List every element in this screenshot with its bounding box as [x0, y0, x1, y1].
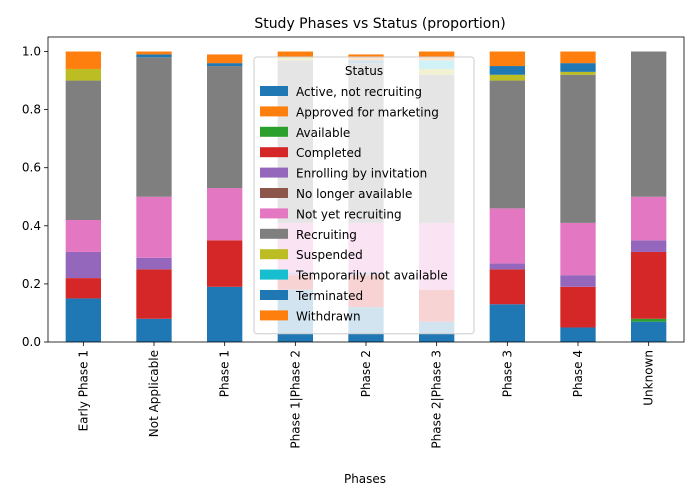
- bar-segment-phase-1-terminated: [207, 63, 243, 67]
- bar-segment-not-applicable-withdrawn: [136, 51, 172, 55]
- bar-segment-phase-3-active-not-recruiting: [489, 304, 525, 342]
- x-tick-label-phase-2-phase-3: Phase 2|Phase 3: [430, 350, 444, 449]
- legend-swatch-enrolling-by-invitation: [260, 167, 288, 178]
- bar-segment-unknown-active-not-recruiting: [631, 321, 667, 342]
- bar-segment-phase-3-enrolling-by-invitation: [489, 263, 525, 270]
- x-tick-label-not-applicable: Not Applicable: [147, 350, 161, 437]
- legend-title: Status: [345, 64, 383, 78]
- legend-label-active-not-recruiting: Active, not recruiting: [296, 85, 422, 99]
- bar-segment-unknown-available: [631, 318, 667, 322]
- legend-swatch-withdrawn: [260, 310, 288, 321]
- legend-swatch-no-longer-available: [260, 188, 288, 198]
- bar-segment-not-applicable-active-not-recruiting: [136, 318, 172, 342]
- bar-segment-unknown-not-yet-recruiting: [631, 196, 667, 241]
- y-tick-label: 1.0: [22, 45, 41, 59]
- bar-segment-phase-1-recruiting: [207, 66, 243, 189]
- bar-segment-phase-3-recruiting: [489, 80, 525, 209]
- bar-segment-unknown-enrolling-by-invitation: [631, 240, 667, 252]
- bar-segment-phase-3-not-yet-recruiting: [489, 208, 525, 264]
- legend-swatch-approved-for-marketing: [260, 106, 288, 117]
- legend-swatch-active-not-recruiting: [260, 86, 288, 96]
- bar-segment-phase-3-completed: [489, 269, 525, 305]
- x-tick-label-phase-3: Phase 3: [500, 350, 514, 397]
- legend-label-enrolling-by-invitation: Enrolling by invitation: [296, 167, 427, 181]
- x-tick-label-phase-1-phase-2: Phase 1|Phase 2: [288, 350, 302, 449]
- y-tick-label: 0.6: [22, 161, 41, 175]
- legend-label-terminated: Terminated: [295, 289, 363, 303]
- bar-segment-not-applicable-recruiting: [136, 57, 172, 197]
- bar-segment-early-phase-1-recruiting: [65, 80, 101, 220]
- bar-segment-phase-2-phase-3-withdrawn: [419, 51, 455, 61]
- bar-segment-phase-4-active-not-recruiting: [560, 327, 596, 342]
- bar-segment-not-applicable-not-yet-recruiting: [136, 196, 172, 258]
- y-tick-label: 0.4: [22, 219, 41, 233]
- legend: Status Active, not recruiting Approved for…: [253, 56, 475, 335]
- legend-swatch-not-yet-recruiting: [260, 208, 288, 219]
- legend-label-recruiting: Recruiting: [296, 228, 357, 242]
- legend-swatch-temporarily-not-available: [260, 269, 288, 280]
- y-tick-label: 0.8: [22, 103, 41, 117]
- legend-swatch-completed: [260, 147, 288, 158]
- bar-segment-early-phase-1-suspended: [65, 68, 101, 81]
- bar-segment-early-phase-1-enrolling-by-invitation: [65, 251, 101, 279]
- legend-label-completed: Completed: [296, 146, 361, 160]
- bar-segment-phase-4-completed: [560, 286, 596, 328]
- legend-swatch-suspended: [260, 249, 288, 260]
- chart-title: Study Phases vs Status (proportion): [254, 16, 505, 32]
- bar-segment-phase-3-suspended: [489, 74, 525, 81]
- bar-segment-early-phase-1-withdrawn: [65, 51, 101, 69]
- legend-label-approved-for-marketing: Approved for marketing: [296, 105, 439, 119]
- legend-swatch-available: [260, 126, 288, 137]
- bar-segment-phase-3-withdrawn: [489, 51, 525, 67]
- bar-segment-phase-1-phase-2-withdrawn: [277, 51, 313, 58]
- bar-segment-unknown-completed: [631, 251, 667, 319]
- legend-swatch-recruiting: [260, 228, 288, 239]
- bar-segment-not-applicable-terminated: [136, 54, 172, 58]
- x-tick-label-phase-2: Phase 2: [359, 350, 373, 397]
- x-tick-label-phase-4: Phase 4: [571, 350, 585, 397]
- bar-segment-phase-4-suspended: [560, 71, 596, 75]
- bar-segment-early-phase-1-not-yet-recruiting: [65, 220, 101, 252]
- bar-segment-phase-1-withdrawn: [207, 54, 243, 64]
- bar-segment-not-applicable-completed: [136, 269, 172, 319]
- bar-segment-not-applicable-enrolling-by-invitation: [136, 257, 172, 270]
- legend-label-not-yet-recruiting: Not yet recruiting: [296, 207, 402, 221]
- x-tick-label-early-phase-1: Early Phase 1: [76, 350, 90, 431]
- legend-swatch-terminated: [260, 290, 288, 300]
- bar-segment-unknown-recruiting: [631, 51, 667, 197]
- legend-label-available: Available: [296, 126, 350, 140]
- bar-segment-phase-1-not-yet-recruiting: [207, 188, 243, 241]
- bar-segment-phase-1-active-not-recruiting: [207, 286, 243, 342]
- x-axis-label: Phases: [344, 472, 386, 486]
- x-tick-label-unknown: Unknown: [642, 350, 656, 406]
- bar-segment-phase-4-not-yet-recruiting: [560, 222, 596, 276]
- bar-segment-phase-3-terminated: [489, 66, 525, 75]
- legend-label-withdrawn: Withdrawn: [296, 309, 361, 323]
- x-tick-label-phase-1: Phase 1: [218, 350, 232, 397]
- legend-label-temporarily-not-available: Temporarily not available: [295, 269, 448, 283]
- bar-segment-phase-1-completed: [207, 240, 243, 287]
- bar-segment-early-phase-1-active-not-recruiting: [65, 298, 101, 342]
- legend-box: [253, 56, 475, 335]
- bar-segment-phase-4-recruiting: [560, 74, 596, 223]
- y-tick-label: 0.2: [22, 277, 41, 291]
- legend-label-no-longer-available: No longer available: [296, 187, 412, 201]
- axes-layer: 0.0 0.2 0.4 0.6 0.8 1.0 Early Phase 1 Not Appli…: [22, 36, 685, 449]
- y-tick-label: 0.0: [22, 335, 41, 349]
- bar-segment-early-phase-1-completed: [65, 278, 101, 299]
- bar-segment-phase-4-withdrawn: [560, 51, 596, 64]
- bar-segment-phase-4-terminated: [560, 63, 596, 72]
- bar-segment-phase-4-enrolling-by-invitation: [560, 275, 596, 287]
- legend-label-suspended: Suspended: [296, 248, 363, 262]
